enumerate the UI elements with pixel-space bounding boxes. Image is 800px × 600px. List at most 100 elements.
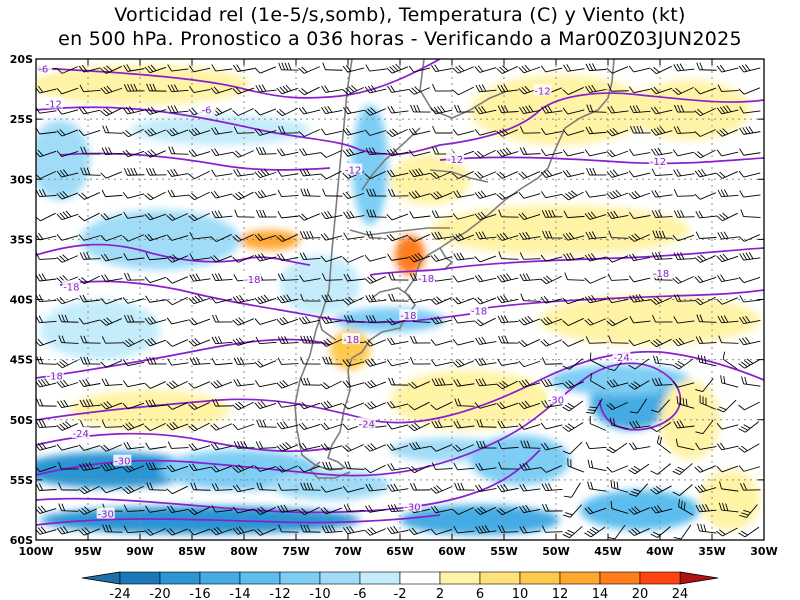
wind-barb — [100, 444, 122, 452]
colorbar-low-arrow — [81, 571, 121, 585]
wind-barb — [254, 190, 277, 199]
wind-barb — [122, 297, 145, 304]
wind-barb — [122, 485, 144, 495]
wind-barb — [210, 296, 233, 304]
wind-barb — [254, 380, 277, 388]
wind-barb — [607, 273, 629, 281]
wind-barb — [650, 485, 672, 495]
lon-label: 70W — [334, 545, 361, 558]
wind-barb — [298, 213, 320, 221]
wind-barb — [432, 83, 453, 92]
wind-barb — [100, 297, 123, 305]
wind-barb — [232, 484, 255, 493]
wind-barb — [100, 234, 123, 242]
wind-barb — [672, 337, 695, 347]
wind-barb — [232, 506, 255, 514]
colorbar-swatch — [399, 571, 441, 585]
wind-barb — [739, 190, 761, 198]
wind-barb — [474, 171, 497, 179]
wind-barb — [606, 255, 629, 263]
wind-barb — [298, 401, 321, 410]
temperature-label: -18 — [471, 306, 487, 317]
wind-barb — [188, 422, 210, 432]
wind-barb — [586, 104, 607, 113]
wind-barb — [738, 526, 760, 538]
colorbar-swatch — [319, 571, 361, 585]
wind-barb — [474, 129, 497, 136]
colorbar-swatch — [359, 571, 401, 585]
wind-barb — [210, 465, 233, 473]
wind-barb — [188, 212, 210, 222]
wind-barb — [145, 252, 167, 261]
wind-barb — [100, 65, 122, 74]
wind-barb — [431, 377, 453, 387]
wind-barb — [188, 127, 211, 137]
wind-barb — [277, 504, 299, 513]
wind-barb — [365, 505, 387, 513]
wind-barb — [254, 108, 277, 116]
wind-barb — [673, 63, 695, 72]
colorbar-label: 24 — [672, 587, 689, 600]
wind-barb — [144, 106, 167, 115]
wind-barb — [320, 443, 343, 451]
wind-barb — [56, 169, 79, 178]
wind-barb — [232, 108, 254, 116]
wind-barb — [36, 85, 57, 94]
wind-barb — [496, 147, 519, 157]
wind-barb — [255, 84, 277, 93]
wind-barb — [189, 232, 211, 240]
wind-barb — [672, 484, 693, 496]
colorbar-label: -24 — [109, 587, 130, 600]
wind-barb — [210, 423, 233, 431]
wind-barb — [739, 295, 761, 303]
wind-barb — [541, 378, 563, 388]
wind-barb — [651, 210, 673, 218]
wind-barb — [386, 233, 409, 242]
wind-barb — [584, 506, 607, 515]
wind-barb — [276, 294, 299, 304]
wind-barb — [562, 400, 584, 412]
wind-barb — [146, 482, 167, 491]
wind-barb — [166, 528, 189, 536]
wind-barb — [738, 337, 761, 346]
wind-barb — [386, 213, 409, 221]
wind-barb — [255, 147, 277, 155]
wind-barb — [676, 396, 695, 409]
wind-barb — [387, 483, 409, 492]
wind-barb — [584, 295, 607, 304]
wind-barb — [278, 125, 299, 134]
wind-barb — [496, 65, 518, 74]
wind-barb — [739, 315, 761, 325]
wind-barb — [540, 465, 562, 473]
wind-barb — [650, 338, 672, 348]
wind-barb — [300, 377, 321, 386]
wind-barb — [210, 234, 232, 242]
wind-barb — [431, 420, 453, 429]
wind-barb — [36, 149, 57, 158]
wind-barb — [497, 358, 519, 366]
wind-barb — [608, 335, 629, 344]
wind-barb — [540, 422, 563, 430]
lon-label: 100W — [18, 545, 53, 558]
wind-barb — [606, 189, 629, 200]
wind-barb — [144, 337, 167, 347]
lon-label: 60W — [438, 545, 465, 558]
wind-barb — [430, 254, 453, 262]
wind-barb — [321, 294, 343, 303]
wind-barb — [585, 126, 607, 135]
wind-barb — [674, 104, 695, 113]
wind-barb — [716, 297, 739, 305]
wind-barb — [716, 149, 739, 157]
wind-barb — [233, 378, 255, 387]
wind-barb — [585, 84, 607, 94]
wind-barb — [739, 126, 761, 135]
wind-barb — [320, 128, 343, 136]
wind-barb — [518, 423, 541, 430]
lon-label: 85W — [178, 545, 205, 558]
wind-barb — [166, 485, 188, 495]
wind-barb — [188, 149, 211, 157]
wind-barb — [540, 316, 563, 326]
wind-barb — [255, 441, 277, 449]
wind-barb — [673, 169, 695, 177]
wind-barb — [628, 190, 651, 200]
